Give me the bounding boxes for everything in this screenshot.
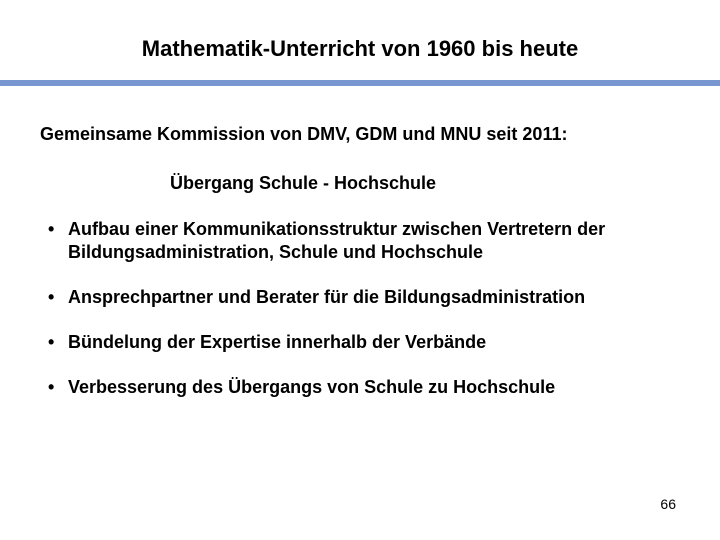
slide-container: Mathematik-Unterricht von 1960 bis heute…: [0, 0, 720, 540]
bullet-list: Aufbau einer Kommunikationsstruktur zwis…: [40, 218, 680, 399]
intro-text: Gemeinsame Kommission von DMV, GDM und M…: [40, 124, 680, 145]
list-item: Bündelung der Expertise innerhalb der Ve…: [48, 331, 680, 354]
subtitle-text: Übergang Schule - Hochschule: [40, 173, 680, 194]
content-area: Gemeinsame Kommission von DMV, GDM und M…: [0, 86, 720, 399]
list-item: Verbesserung des Übergangs von Schule zu…: [48, 376, 680, 399]
list-item: Ansprechpartner und Berater für die Bild…: [48, 286, 680, 309]
slide-title: Mathematik-Unterricht von 1960 bis heute: [0, 0, 720, 80]
list-item: Aufbau einer Kommunikationsstruktur zwis…: [48, 218, 680, 264]
page-number: 66: [660, 496, 676, 512]
